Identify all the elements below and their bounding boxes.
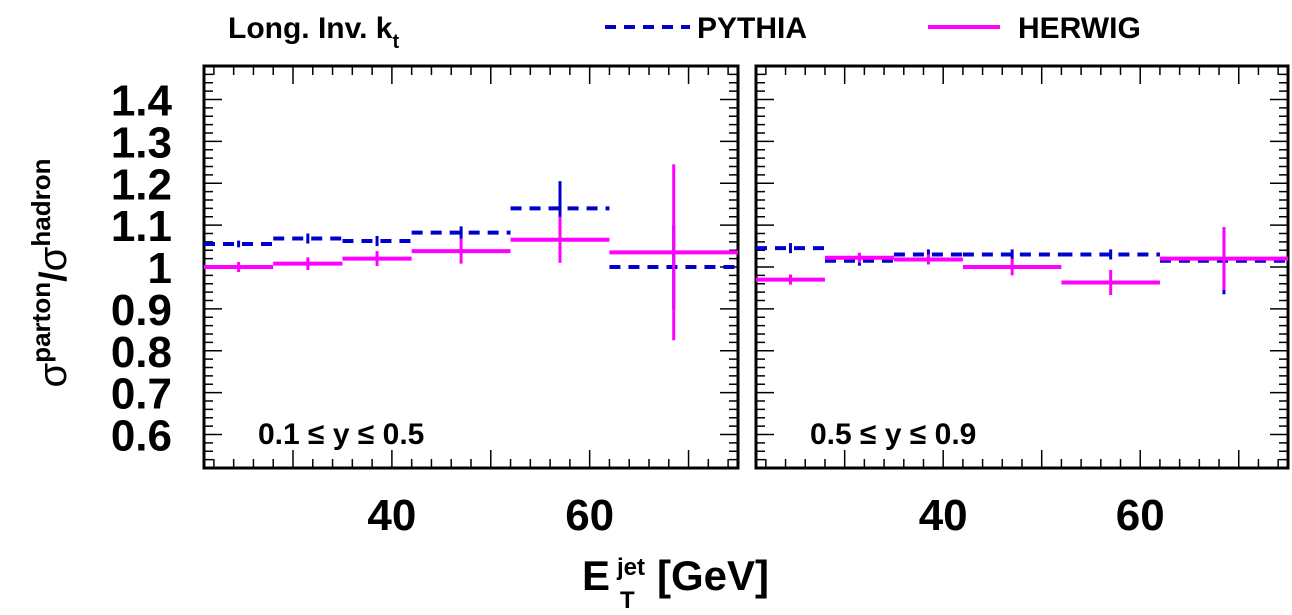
panel-rapidity-label: 0.5 ≤ y ≤ 0.9: [810, 418, 976, 451]
x-title-main: E: [582, 552, 610, 599]
y-tick-label: 1: [148, 244, 172, 293]
y-tick-label: 0.6: [111, 412, 172, 461]
y-title-den: hadron: [26, 159, 56, 247]
y-title-num: parton: [26, 282, 56, 363]
panel-high-rapidity: 40 60 0.5 ≤ y ≤ 0.9: [754, 64, 1290, 540]
x-tick-label: 40: [919, 491, 968, 540]
scheme-subscript: t: [392, 31, 399, 53]
y-tick-label: 1.4: [111, 77, 173, 126]
y-tick-label: 0.7: [111, 370, 172, 419]
panel-rapidity-label: 0.1 ≤ y ≤ 0.5: [258, 418, 424, 451]
panel-low-rapidity: 40 60 0.1 ≤ y ≤ 0.5: [202, 64, 740, 540]
x-tick-label: 60: [565, 491, 614, 540]
y-tick-label: 1.3: [111, 118, 172, 167]
x-tick-label: 40: [367, 491, 416, 540]
y-title-slash: /: [33, 271, 75, 282]
y-title-sigma-num: σ: [31, 362, 75, 387]
x-title-unit: [GeV]: [657, 552, 769, 599]
y-axis-title: σparton/σhadron: [26, 159, 75, 388]
x-axis-title: E jet T [GeV]: [582, 552, 769, 614]
y-tick-label: 0.9: [111, 286, 172, 335]
y-tick-label: 0.8: [111, 328, 172, 377]
y-tick-label: 1.1: [111, 202, 172, 251]
legend-pythia-label: PYTHIA: [697, 12, 807, 45]
legend: Long. Inv. kt PYTHIA HERWIG: [228, 12, 1141, 53]
y-title-sigma-den: σ: [31, 246, 75, 271]
y-tick-label: 1.2: [111, 160, 172, 209]
svg-text:σparton/σhadron: σparton/σhadron: [26, 159, 75, 388]
x-tick-label: 60: [1116, 491, 1165, 540]
scheme-label: Long. Inv. kt: [228, 12, 399, 53]
x-title-sup: jet: [616, 554, 645, 581]
x-title-sub: T: [620, 587, 635, 614]
y-tick-labels: 0.60.70.80.911.11.21.31.4: [111, 77, 173, 461]
legend-herwig-label: HERWIG: [1018, 12, 1141, 45]
